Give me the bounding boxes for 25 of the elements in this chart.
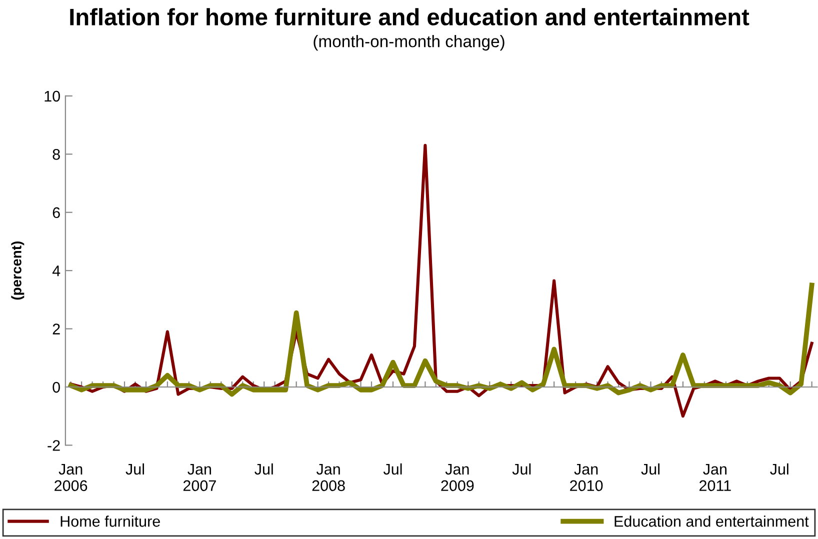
line-series [68, 282, 814, 397]
x-tick-label: Jul [254, 463, 273, 475]
x-tick-label: Jul [512, 463, 531, 475]
y-tick-label: 10 [44, 90, 60, 102]
y-tick-label: 0 [52, 382, 60, 393]
x-tick-label: Jan 2009 [441, 464, 474, 492]
x-tick-label: Jul [641, 463, 660, 475]
chart-title: Inflation for home furniture and education and entertainment [70, 8, 750, 26]
legend-label: Education and entertainment [614, 516, 809, 527]
x-tick-label: Jan 2007 [183, 464, 216, 492]
x-tick-label: Jul [383, 463, 402, 475]
x-tick-label: Jan 2011 [700, 464, 731, 492]
y-axis-title: (percent) [11, 242, 24, 300]
x-tick-label: Jul [126, 463, 144, 475]
x-tick-label: Jan 2008 [312, 464, 345, 492]
y-tick-label: 2 [52, 324, 60, 334]
y-tick-label: 6 [52, 207, 60, 218]
y-tick-label: -2 [48, 440, 60, 451]
x-tick-label: Jan 2010 [570, 464, 603, 492]
legend-label: Home furniture [60, 516, 160, 527]
x-tick-label: Jan 2006 [54, 464, 88, 492]
chart-subtitle: (month-on-month change) [314, 35, 504, 51]
x-tick-label: Jul [770, 463, 788, 475]
y-tick-label: 8 [52, 149, 60, 160]
y-tick-label: 4 [52, 266, 60, 276]
